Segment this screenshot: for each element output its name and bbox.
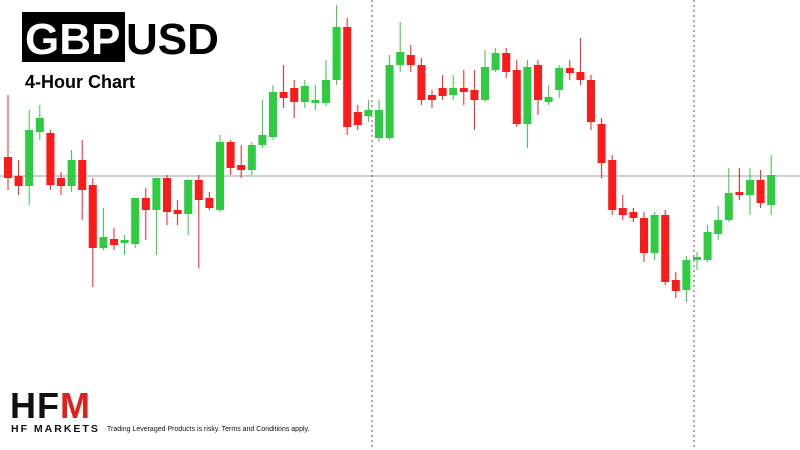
brand-name: HF MARKETS xyxy=(11,423,100,435)
candle-body xyxy=(364,110,373,116)
candle-body xyxy=(279,92,288,98)
candle-body xyxy=(629,212,638,218)
candle-body xyxy=(608,160,617,210)
candle-body xyxy=(544,97,553,102)
candle-body xyxy=(226,142,235,168)
candle-body xyxy=(205,198,214,208)
brand-mark: HFM xyxy=(10,385,91,426)
disclaimer: Trading Leveraged Products is risky. Ter… xyxy=(107,426,310,433)
candle-body xyxy=(618,208,627,215)
candle-body xyxy=(152,178,161,210)
candle-body xyxy=(131,198,140,244)
candle-body xyxy=(269,92,277,137)
candle-body xyxy=(565,68,574,73)
candle-body xyxy=(587,80,595,122)
candle-body xyxy=(682,260,691,290)
candle-body xyxy=(46,133,55,185)
candle-body xyxy=(385,65,394,138)
candle-body xyxy=(661,215,670,282)
candle-body xyxy=(110,239,118,245)
candle-body xyxy=(290,88,299,102)
candle-body xyxy=(406,55,415,65)
brand-mark-left: HF xyxy=(10,385,60,426)
candle-body xyxy=(512,70,521,124)
candle-body xyxy=(88,185,97,248)
candle-body xyxy=(311,100,320,103)
candle-body xyxy=(459,88,468,92)
candle-body xyxy=(353,112,362,125)
candle-body xyxy=(57,178,65,186)
candle-body xyxy=(300,86,309,102)
candle-body xyxy=(184,180,193,214)
candle-body xyxy=(555,68,564,90)
candle-body xyxy=(99,237,108,248)
candle-body xyxy=(247,145,256,170)
candle-body xyxy=(481,67,489,100)
candle-body xyxy=(78,160,87,190)
candle-body xyxy=(25,130,34,186)
subtitle: 4-Hour Chart xyxy=(25,72,135,92)
candle-body xyxy=(767,175,776,205)
candle-body xyxy=(141,198,150,210)
candle-body xyxy=(258,135,267,145)
candle-body xyxy=(671,280,680,291)
candle-body xyxy=(35,118,44,132)
candle-body xyxy=(735,192,744,195)
brand-mark-right: M xyxy=(60,385,91,426)
candle-body xyxy=(640,218,648,253)
candle-body xyxy=(428,95,436,100)
candle-body xyxy=(216,142,224,210)
candle-body xyxy=(237,165,246,170)
candle-body xyxy=(120,240,129,243)
candle-body xyxy=(756,180,765,203)
candle-body xyxy=(597,124,606,163)
candle-body xyxy=(163,178,171,212)
candle-body xyxy=(724,193,733,220)
candle-body xyxy=(194,180,203,200)
candle-body xyxy=(470,90,479,100)
symbol-quote: USD xyxy=(126,15,219,64)
candle-body xyxy=(693,257,701,260)
candle-body xyxy=(714,220,723,234)
candle-body xyxy=(322,80,330,103)
candle-body xyxy=(375,110,383,138)
candle-body xyxy=(449,88,458,95)
candle-body xyxy=(502,53,511,72)
candle-body xyxy=(67,160,76,186)
candle-body xyxy=(491,53,500,70)
candle-body xyxy=(534,65,542,100)
candle-body xyxy=(14,176,23,186)
symbol-base: GBP xyxy=(25,15,120,64)
candle-body xyxy=(396,52,405,65)
candle-body xyxy=(4,157,12,178)
candle-body xyxy=(746,180,754,195)
candle-body xyxy=(703,232,712,260)
candle-body xyxy=(343,27,352,127)
candle-body xyxy=(417,65,426,100)
candle-body xyxy=(173,210,182,214)
candle-body xyxy=(523,67,532,124)
candle-body xyxy=(438,88,447,96)
candle-body xyxy=(576,72,585,80)
symbol-badge xyxy=(22,12,125,62)
candle-body xyxy=(650,215,659,253)
candle-body xyxy=(332,27,341,80)
